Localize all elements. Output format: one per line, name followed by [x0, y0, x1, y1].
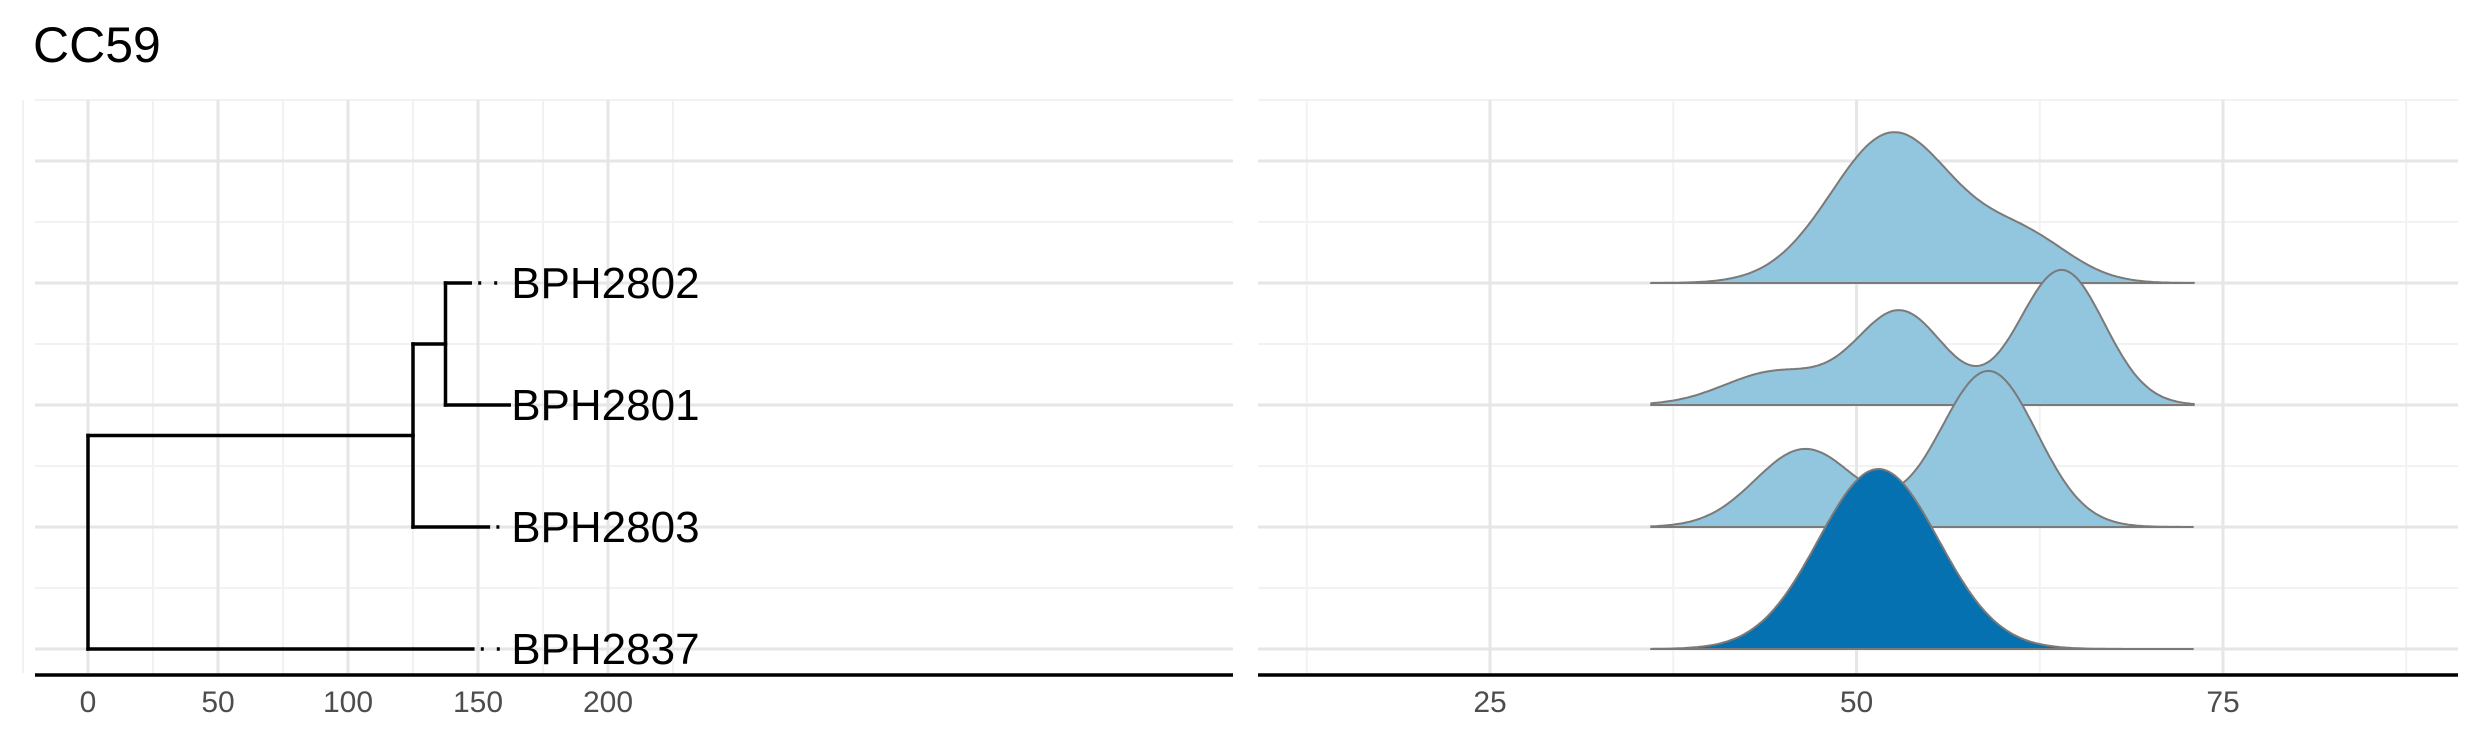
- tip-label-BPH2801: BPH2801: [511, 381, 699, 430]
- x-tick-label: 200: [583, 686, 633, 719]
- density-ridge-BPH2803: [1650, 369, 2194, 528]
- x-tick-label: 50: [201, 686, 234, 719]
- tip-label-BPH2837: BPH2837: [511, 625, 699, 674]
- x-tick-label: 0: [80, 686, 97, 719]
- x-tick-label: 100: [323, 686, 373, 719]
- density-panel: 25 50 75: [1258, 99, 2458, 719]
- density-ridge-BPH2801: [1650, 268, 2195, 406]
- tip-label-BPH2802: BPH2802: [511, 259, 699, 308]
- chart-title: CC59: [33, 17, 161, 73]
- density-ridge-BPH2802: [1649, 131, 2195, 284]
- density-ridge-BPH2837: [1649, 467, 2194, 650]
- tip-label-BPH2803: BPH2803: [511, 503, 699, 552]
- x-tick-label: 50: [1840, 686, 1873, 719]
- phylogeny-panel: BPH2802 BPH2801 BPH2803 BPH2837 0 50 100 150 200: [22, 99, 1233, 719]
- x-tick-label: 150: [453, 686, 503, 719]
- x-tick-label: 25: [1473, 686, 1506, 719]
- x-tick-label: 75: [2206, 686, 2239, 719]
